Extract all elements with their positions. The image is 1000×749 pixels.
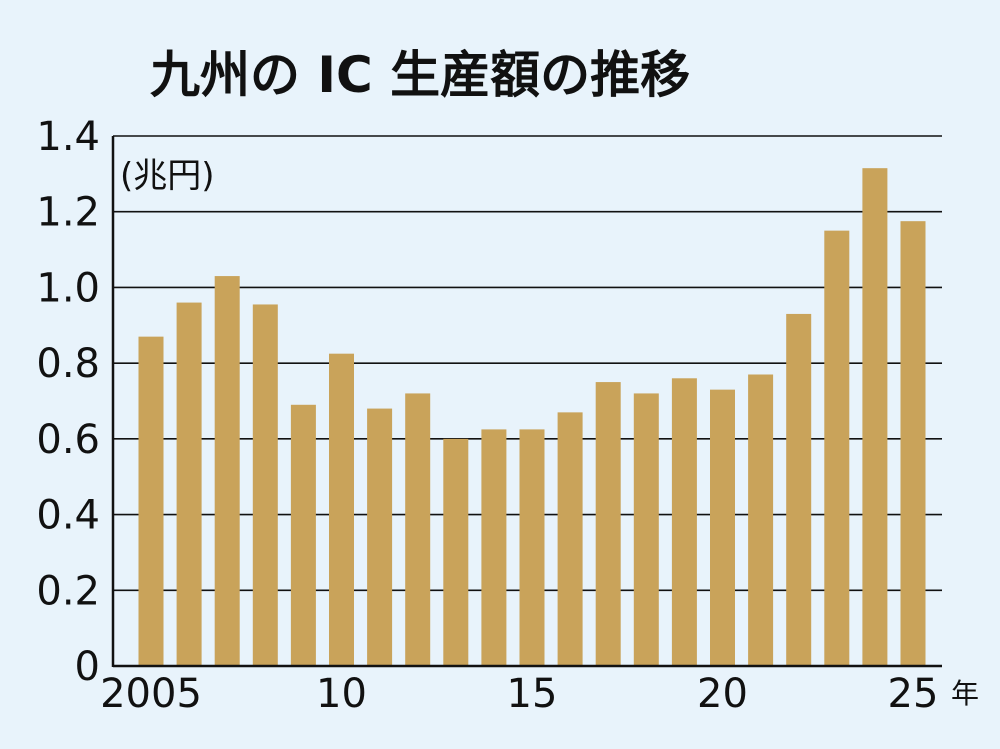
y-tick-label: 0.6 — [36, 417, 100, 463]
bar-2020 — [710, 389, 735, 666]
x-tick-label: 20 — [697, 671, 748, 717]
y-tick-label: 1.0 — [36, 265, 100, 311]
bar-2025 — [900, 221, 926, 666]
bar-2021 — [748, 374, 774, 666]
bar-2015 — [519, 429, 545, 666]
bar-2006 — [176, 302, 202, 666]
bar-2022 — [786, 313, 812, 666]
bar-2017 — [595, 382, 621, 666]
unit-label: (兆円) — [120, 156, 215, 196]
bar-2009 — [290, 404, 316, 666]
bar-2014 — [481, 429, 507, 666]
bar-layer — [138, 168, 926, 666]
bar-2019 — [671, 378, 697, 666]
y-tick-label: 0.8 — [36, 341, 100, 387]
bar-2016 — [557, 412, 583, 666]
y-tick-label: 0.2 — [36, 568, 100, 614]
x-tick-label: 25 — [888, 671, 939, 717]
bar-2024 — [862, 168, 888, 666]
bar-2018 — [633, 393, 659, 666]
bar-2023 — [824, 230, 850, 666]
bar-2012 — [405, 393, 431, 666]
chart-title: 九州の IC 生産額の推移 — [150, 46, 690, 104]
x-unit-label: 年 — [951, 677, 979, 710]
y-tick-label: 1.2 — [36, 190, 100, 236]
axis-layer: 0 0.2 0.4 0.6 0.8 1.0 1.2 1.4 2005 10 15 20 25 年 — [36, 114, 979, 717]
bar-2010 — [329, 353, 354, 666]
y-tick-label: 1.4 — [36, 114, 100, 160]
bar-2005 — [138, 336, 164, 666]
x-tick-label: 10 — [316, 671, 367, 717]
y-tick-label: 0 — [75, 644, 100, 690]
x-tick-label: 15 — [507, 671, 558, 717]
bar-2011 — [367, 408, 393, 666]
bar-2008 — [252, 304, 278, 666]
x-tick-label: 2005 — [100, 671, 202, 717]
y-tick-label: 0.4 — [36, 493, 100, 539]
bar-2013 — [443, 438, 469, 666]
bar-2007 — [214, 276, 240, 666]
